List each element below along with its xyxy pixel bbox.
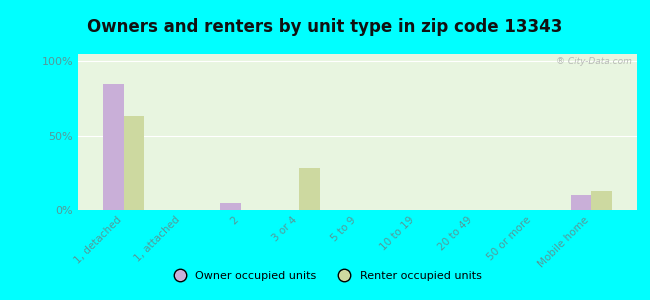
Text: Owners and renters by unit type in zip code 13343: Owners and renters by unit type in zip c… — [87, 18, 563, 36]
Legend: Owner occupied units, Renter occupied units: Owner occupied units, Renter occupied un… — [164, 267, 486, 285]
Bar — [299, 168, 320, 210]
Text: ® City-Data.com: ® City-Data.com — [556, 57, 631, 66]
Bar — [220, 202, 240, 210]
Bar — [124, 116, 144, 210]
Bar — [591, 191, 612, 210]
Bar — [571, 195, 591, 210]
Bar — [103, 84, 124, 210]
